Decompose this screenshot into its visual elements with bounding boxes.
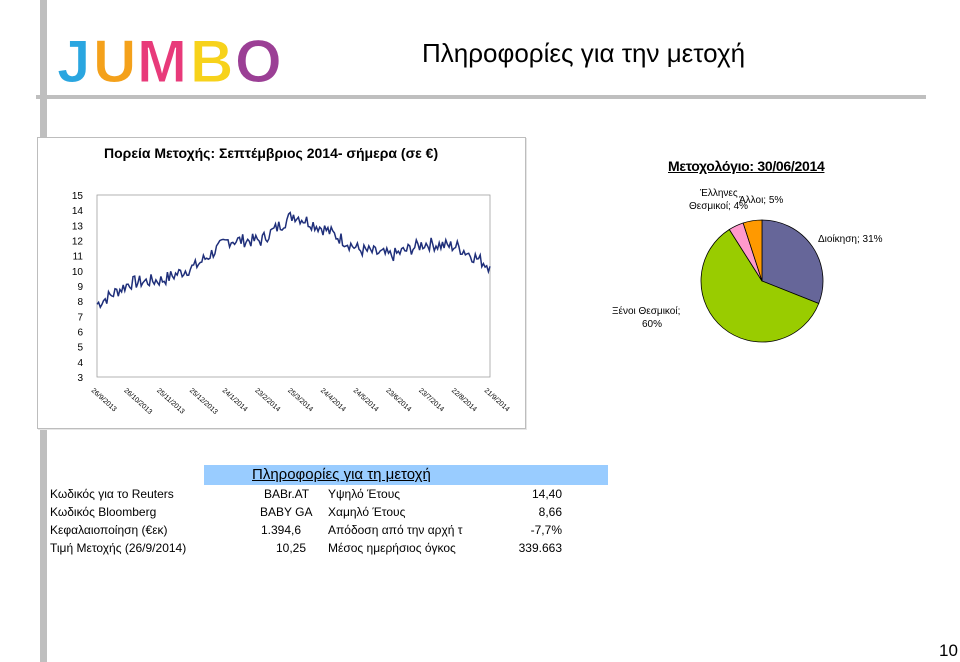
line-chart-title: Πορεία Μετοχής: Σεπτέμβριος 2014- σήμερα… bbox=[104, 145, 439, 161]
row-label: Κωδικός Bloomberg bbox=[50, 505, 157, 519]
line-chart-frame bbox=[37, 137, 526, 429]
y-tick-label: 10 bbox=[72, 267, 84, 278]
y-tick-label: 5 bbox=[77, 343, 83, 354]
y-tick-label: 7 bbox=[77, 312, 83, 323]
y-tick-label: 15 bbox=[72, 191, 84, 202]
row-label: Τιμή Μετοχής (26/9/2014) bbox=[50, 541, 187, 555]
pie-label-other: Άλλοι; 5% bbox=[739, 195, 784, 206]
info-table-header: Πληροφορίες για τη μετοχή bbox=[204, 465, 608, 485]
y-tick-label: 12 bbox=[72, 237, 84, 248]
row-value: -7,7% bbox=[530, 523, 562, 537]
y-tick-label: 8 bbox=[77, 297, 83, 308]
svg-text:J: J bbox=[57, 28, 90, 92]
y-tick-label: 3 bbox=[77, 373, 83, 384]
row-value: 10,25 bbox=[276, 541, 307, 555]
row-label: Κεφαλαιοποίηση (€εκ) bbox=[50, 523, 168, 537]
row-value: BABY GA bbox=[260, 505, 313, 519]
row-label: Κωδικός για το Reuters bbox=[50, 487, 174, 501]
pie-label-greek-1: Έλληνες bbox=[700, 188, 738, 199]
pie-label-greek-2: Θεσμικοί; 4% bbox=[689, 201, 749, 212]
plot-area bbox=[96, 194, 491, 378]
y-tick-label: 4 bbox=[77, 358, 83, 369]
pie-slice bbox=[700, 228, 820, 343]
pie-slice bbox=[742, 219, 763, 282]
y-tick-label: 9 bbox=[77, 282, 83, 293]
row-label: Χαμηλό Έτους bbox=[328, 505, 406, 519]
pie-label-foreign-1: Ξένοι Θεσμικοί; bbox=[612, 306, 681, 317]
page-title: Πληροφορίες για την μετοχή bbox=[422, 38, 746, 68]
pie-label-foreign-2: 60% bbox=[642, 319, 663, 330]
y-tick-label: 14 bbox=[72, 206, 84, 217]
jumbo-logo: J U M B O bbox=[57, 28, 283, 93]
price-series-line bbox=[96, 211, 491, 310]
pie-chart-title: Μετοχολόγιο: 30/06/2014 bbox=[668, 158, 825, 174]
svg-text:O: O bbox=[235, 28, 282, 92]
svg-text:U: U bbox=[93, 28, 136, 92]
pie-label-management: Διοίκηση; 31% bbox=[818, 234, 883, 245]
y-tick-label: 11 bbox=[73, 252, 84, 263]
info-table-title: Πληροφορίες για τη μετοχή bbox=[252, 466, 431, 483]
header-divider bbox=[36, 95, 926, 99]
row-value: 339.663 bbox=[518, 541, 562, 555]
page-number: 10 bbox=[939, 641, 958, 660]
svg-text:M: M bbox=[137, 28, 187, 92]
y-tick-label: 6 bbox=[77, 328, 83, 339]
y-tick-label: 13 bbox=[72, 221, 84, 232]
svg-text:B: B bbox=[190, 28, 233, 92]
row-label: Υψηλό Έτους bbox=[328, 487, 401, 501]
row-label: Απόδοση από την αρχή τ bbox=[328, 523, 463, 537]
pie-slice bbox=[761, 219, 824, 304]
row-value: 8,66 bbox=[538, 505, 562, 519]
row-label: Μέσος ημερήσιος όγκος bbox=[328, 541, 456, 555]
row-value: 14,40 bbox=[531, 487, 562, 501]
row-value: BABr.AT bbox=[264, 487, 310, 501]
row-value: 1.394,6 bbox=[261, 523, 302, 537]
